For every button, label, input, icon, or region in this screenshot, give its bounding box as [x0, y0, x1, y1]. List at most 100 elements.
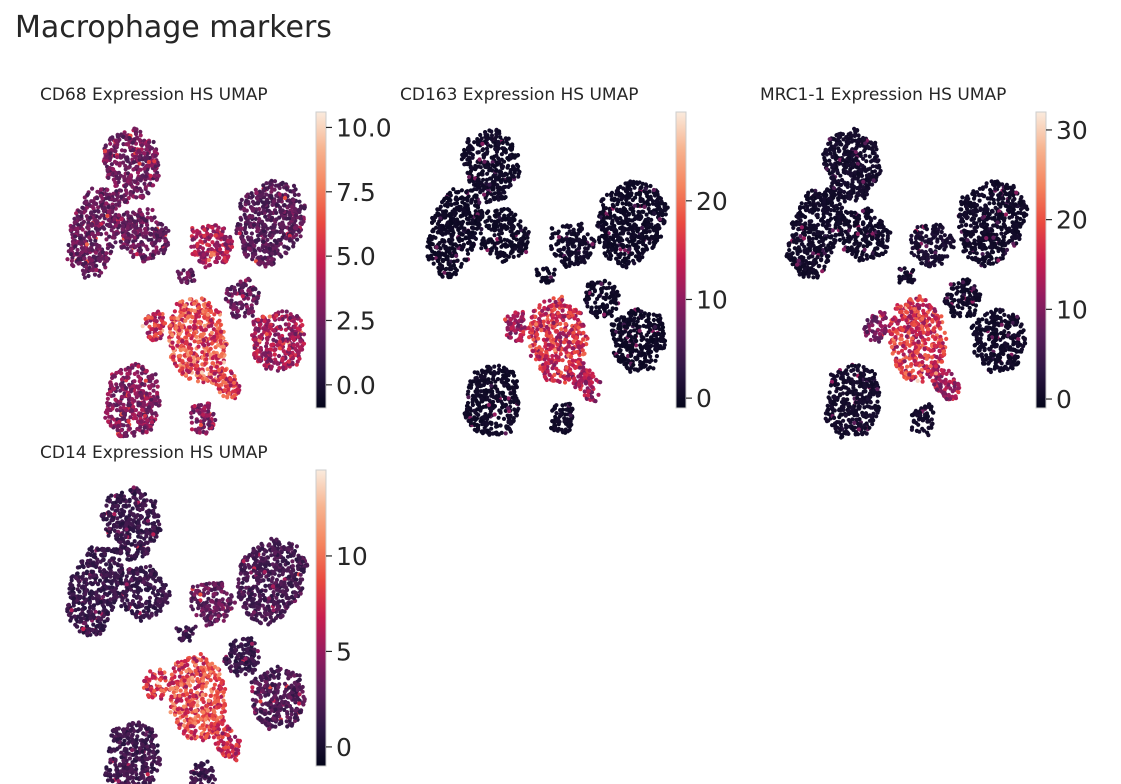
cell-point — [467, 144, 472, 149]
cell-point — [92, 201, 97, 206]
cell-point — [246, 309, 252, 314]
cell-point — [229, 298, 234, 303]
cell-point — [93, 250, 99, 255]
cell-point — [131, 167, 136, 172]
cell-point — [488, 144, 493, 149]
cell-point — [544, 266, 550, 271]
cell-point — [191, 244, 197, 249]
cell-point — [195, 363, 200, 368]
cell-point — [219, 329, 224, 334]
cell-point — [511, 214, 516, 219]
cell-point — [119, 377, 125, 382]
cell-point — [105, 167, 110, 172]
cell-point — [611, 204, 616, 209]
cell-point — [638, 216, 643, 221]
cell-point — [123, 386, 129, 391]
cell-point — [153, 164, 158, 169]
cell-point — [276, 198, 282, 203]
cell-point — [266, 260, 271, 265]
cell-point — [244, 194, 249, 199]
cell-point — [288, 312, 293, 317]
cell-point — [145, 207, 150, 212]
cell-point — [579, 256, 584, 261]
cell-point — [94, 267, 99, 273]
cell-point — [541, 266, 546, 271]
cell-point — [111, 393, 116, 398]
cell-point — [459, 247, 465, 252]
cell-point — [205, 231, 210, 236]
cell-point — [114, 189, 119, 194]
cell-point — [167, 338, 172, 343]
cell-point — [610, 237, 615, 242]
cell-point — [252, 345, 257, 350]
cell-point — [291, 183, 297, 188]
cell-point — [84, 200, 89, 205]
cell-point — [560, 238, 565, 244]
cell-point — [146, 140, 152, 145]
cell-point — [140, 162, 145, 167]
cell-point — [474, 193, 479, 198]
cell-point — [658, 207, 663, 212]
cell-point — [577, 237, 582, 242]
cell-point — [484, 177, 489, 182]
cell-point — [90, 247, 95, 253]
cell-point — [156, 173, 161, 178]
cell-point — [483, 134, 488, 140]
cell-point — [143, 230, 148, 235]
cell-point — [267, 233, 272, 238]
cell-point — [512, 217, 517, 222]
cell-point — [276, 183, 281, 188]
cell-point — [246, 277, 251, 282]
cell-point — [132, 398, 137, 403]
cell-point — [263, 353, 268, 358]
cell-point — [163, 238, 168, 244]
cell-point — [282, 195, 288, 201]
cell-point — [514, 153, 519, 158]
cell-point — [478, 132, 483, 138]
cell-point — [511, 174, 516, 179]
cell-point — [242, 206, 247, 211]
cell-point — [505, 207, 510, 212]
cell-point — [202, 239, 208, 244]
cell-point — [131, 430, 137, 435]
cell-point — [273, 332, 278, 337]
cell-point — [652, 211, 657, 216]
cell-point — [139, 223, 144, 228]
cell-point — [601, 234, 606, 239]
cell-point — [482, 186, 487, 191]
cell-point — [463, 202, 468, 207]
cell-point — [228, 287, 233, 292]
cell-point — [470, 188, 475, 193]
cell-point — [184, 280, 189, 285]
cell-point — [267, 356, 272, 361]
cell-point — [94, 263, 99, 268]
cell-point — [623, 189, 629, 194]
cell-point — [131, 383, 136, 389]
cell-point — [81, 236, 86, 241]
cell-point — [163, 247, 168, 252]
cell-point — [114, 382, 119, 387]
cell-point — [155, 233, 160, 238]
cell-point — [582, 250, 587, 255]
cell-point — [251, 309, 256, 314]
cell-point — [130, 184, 135, 189]
cell-point — [508, 317, 513, 322]
cell-point — [451, 259, 457, 264]
cell-point — [467, 232, 472, 237]
cell-point — [465, 240, 471, 246]
cell-point — [269, 225, 274, 230]
cell-point — [286, 322, 291, 327]
cell-point — [131, 148, 136, 153]
cell-point — [189, 362, 194, 367]
cell-point — [98, 193, 103, 198]
cell-point — [194, 419, 199, 424]
cell-point — [487, 182, 492, 187]
cell-point — [82, 195, 87, 200]
cell-point — [498, 239, 504, 244]
cell-point — [138, 129, 143, 134]
cell-point — [508, 331, 513, 336]
cell-point — [114, 403, 119, 408]
cell-point — [276, 353, 282, 359]
cell-point — [604, 192, 610, 197]
cell-point — [170, 333, 175, 338]
